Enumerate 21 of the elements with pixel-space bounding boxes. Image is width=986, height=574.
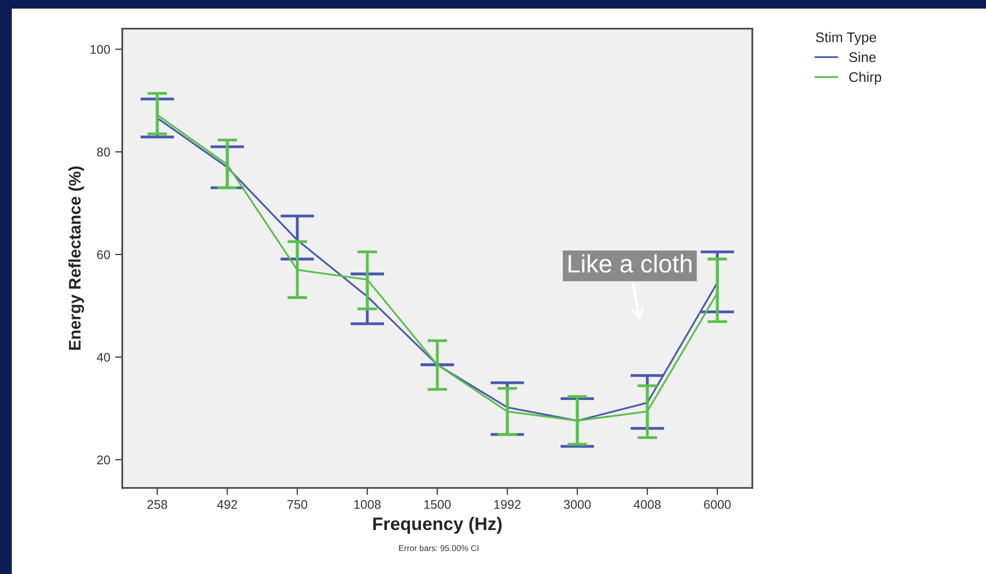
x-axis-title: Frequency (Hz) <box>373 516 502 534</box>
x-tick-label: 4008 <box>634 500 661 509</box>
x-tick-label: 1500 <box>424 500 451 509</box>
legend-title: Stim Type <box>816 32 876 45</box>
x-tick-label: 750 <box>287 500 308 509</box>
legend-label: Chirp <box>849 72 882 85</box>
y-tick-label: 100 <box>90 45 110 54</box>
y-axis-title: Energy Reflectance (%) <box>68 166 84 350</box>
legend-label: Sine <box>849 52 876 62</box>
y-tick-label: 20 <box>97 455 110 464</box>
x-tick-label: 1992 <box>494 500 521 509</box>
x-tick-label: 3000 <box>564 500 591 509</box>
annotation: Like a cloth <box>568 254 692 273</box>
y-tick-label: 80 <box>97 148 110 156</box>
x-tick-label: 258 <box>147 500 168 509</box>
x-tick-label: 1008 <box>354 500 381 509</box>
y-tick-label: 40 <box>96 352 110 362</box>
x-tick-label: 6000 <box>704 500 731 509</box>
y-tick-label: 60 <box>97 250 110 260</box>
x-tick-label: 492 <box>217 500 238 509</box>
text: Error bars: 95.00% CI <box>399 545 478 552</box>
